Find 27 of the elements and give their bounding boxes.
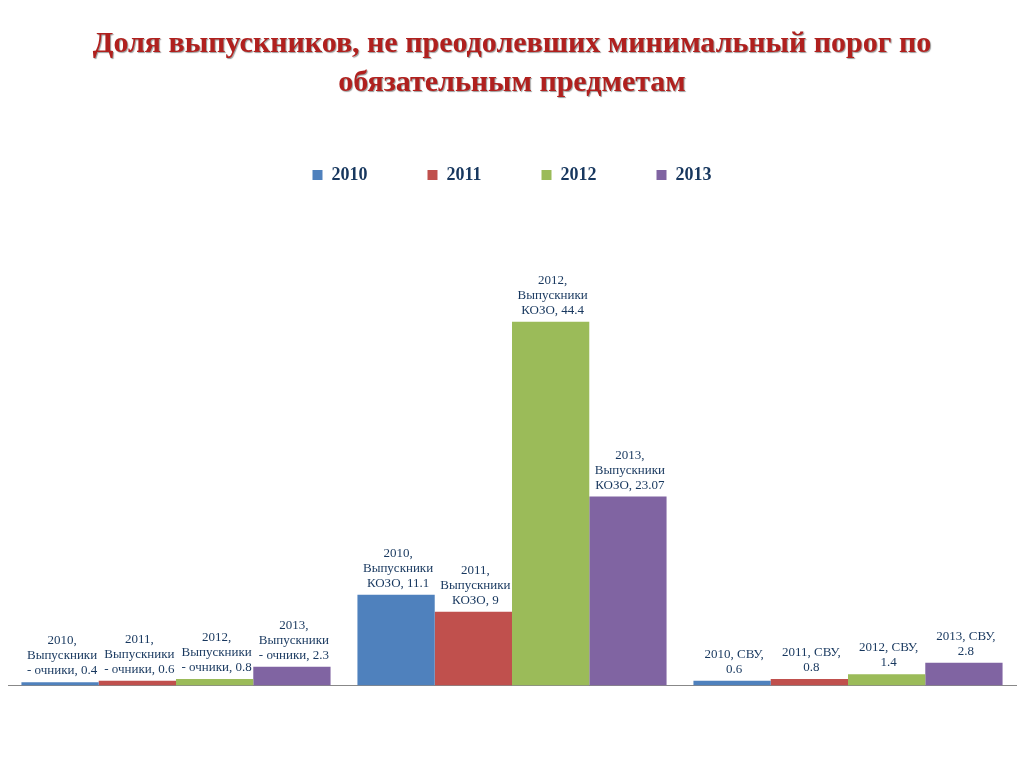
data-label: 2011, Выпускники КОЗО, 9 bbox=[440, 561, 511, 607]
bar bbox=[357, 594, 435, 686]
bar bbox=[434, 611, 512, 686]
data-label: 2012, СВУ, 1.4 bbox=[859, 639, 919, 670]
data-label: 2010, СВУ, 0.6 bbox=[704, 645, 764, 676]
chart-title: Доля выпускников, не преодолевших минимальный порог по обязательным предметам bbox=[91, 24, 933, 99]
data-label: 2012, Выпускники КОЗО, 44.4 bbox=[517, 271, 588, 317]
legend-label: 2011 bbox=[446, 163, 482, 184]
data-label: 2010, Выпускники КОЗО, 11.1 bbox=[363, 544, 434, 590]
bar bbox=[589, 496, 667, 686]
data-label: 2011, Выпускники - очники, 0.6 bbox=[104, 630, 175, 676]
bar bbox=[925, 662, 1003, 686]
legend-label: 2013 bbox=[675, 163, 712, 184]
bar bbox=[253, 666, 331, 686]
bar bbox=[21, 682, 99, 686]
data-label: 2010, Выпускники - очники, 0.4 bbox=[26, 632, 98, 678]
data-label: 2013, СВУ, 2.8 bbox=[936, 627, 996, 658]
legend-label: 2010 bbox=[331, 163, 368, 184]
bar bbox=[176, 679, 254, 686]
data-label: 2012, Выпускники - очники, 0.8 bbox=[181, 628, 252, 674]
bar bbox=[512, 321, 590, 686]
data-label: 2011, СВУ, 0.8 bbox=[782, 643, 841, 674]
bar bbox=[848, 674, 926, 686]
data-label: 2013, Выпускники - очники, 2.3 bbox=[258, 616, 330, 662]
bar bbox=[770, 679, 848, 686]
legend-label: 2012 bbox=[560, 163, 597, 184]
data-label: 2013, Выпускники КОЗО, 23.07 bbox=[594, 446, 666, 492]
